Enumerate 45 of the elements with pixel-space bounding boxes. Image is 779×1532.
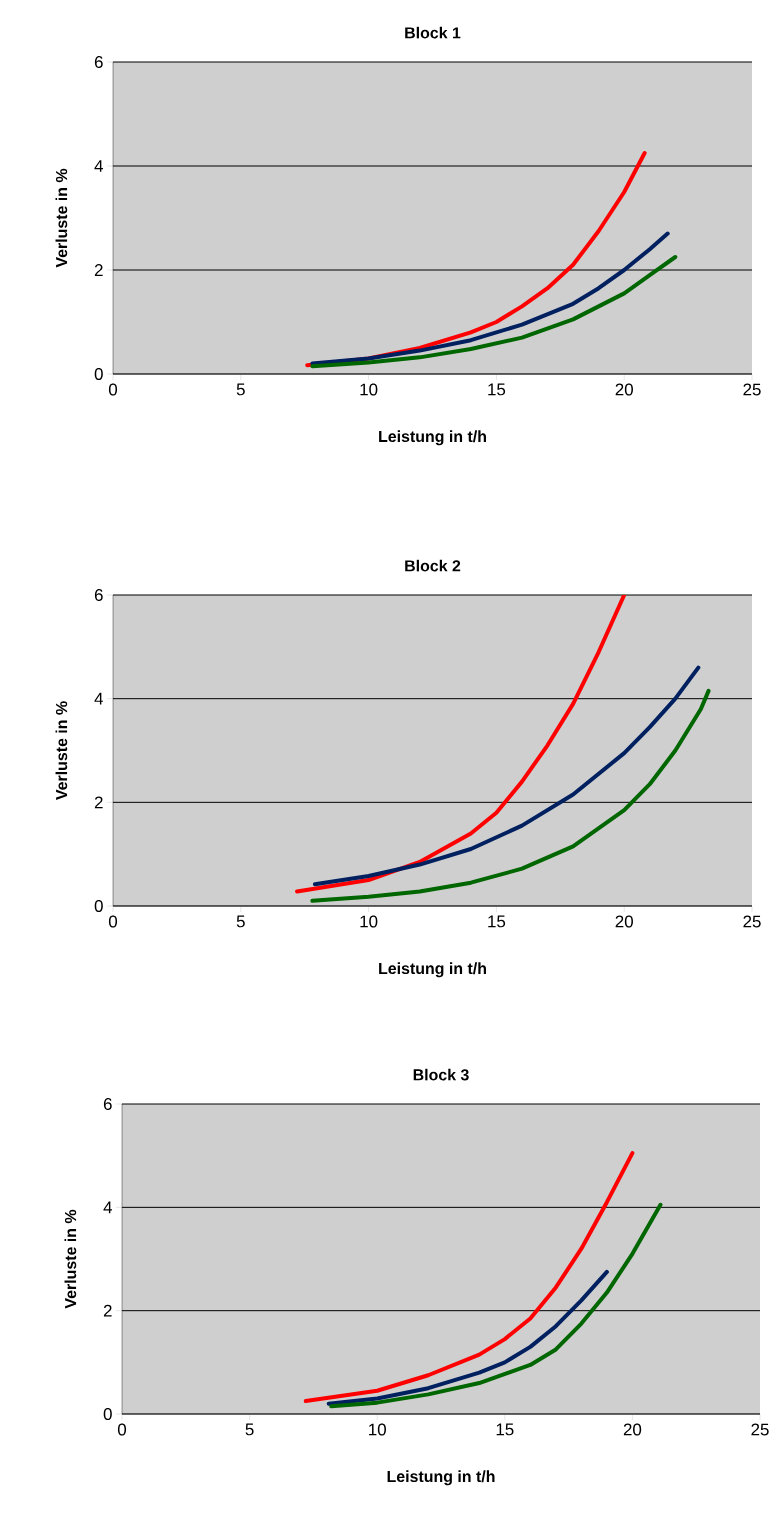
x-tick-label: 20 — [615, 383, 633, 396]
x-tick-label: 10 — [360, 383, 378, 396]
x-tick-label: 20 — [615, 915, 633, 928]
x-tick-label: 10 — [360, 915, 378, 928]
x-tick-label: 25 — [743, 915, 761, 928]
y-tick-label: 4 — [94, 160, 103, 172]
y-axis-title: Verluste in % — [64, 1209, 77, 1309]
y-tick-label: 6 — [103, 1098, 112, 1111]
x-tick-label: 10 — [369, 1423, 386, 1436]
line-series — [303, 1151, 635, 1404]
x-tick-label: 5 — [245, 1423, 254, 1436]
x-tick-label: 0 — [117, 1423, 127, 1436]
y-tick-label: 6 — [94, 56, 103, 68]
x-tick-label: 25 — [751, 1423, 769, 1436]
x-tick-label: 5 — [236, 915, 245, 928]
y-tick-label: 4 — [94, 692, 103, 705]
x-tick-label: 20 — [623, 1423, 642, 1436]
x-tick-label: 25 — [743, 383, 761, 396]
line-series — [310, 255, 678, 369]
line-series — [329, 1202, 663, 1409]
y-tick-label: 2 — [103, 1304, 112, 1317]
x-axis-title: Leistung in t/h — [379, 962, 486, 978]
y-axis-title: Verluste in % — [55, 701, 68, 801]
y-tick-label: 0 — [94, 900, 103, 913]
y-axis-title: Verluste in % — [55, 168, 68, 268]
x-axis-title: Leistung in t/h — [387, 1470, 495, 1486]
y-tick-label: 4 — [103, 1201, 112, 1214]
x-tick-label: 5 — [236, 383, 245, 396]
x-tick-label: 15 — [488, 915, 506, 928]
y-tick-label: 0 — [94, 368, 103, 380]
x-axis-title: Leistung in t/h — [379, 430, 486, 446]
line-series — [310, 231, 670, 366]
chart-title: Block 3 — [413, 1068, 469, 1081]
chart-title: Block 2 — [405, 559, 461, 572]
x-tick-label: 15 — [488, 383, 506, 396]
x-tick-label: 15 — [496, 1423, 514, 1436]
y-tick-label: 0 — [103, 1408, 112, 1421]
line-series — [295, 595, 627, 894]
y-tick-label: 6 — [94, 589, 103, 602]
chart-title: Block 1 — [405, 26, 461, 39]
y-tick-label: 2 — [94, 796, 103, 809]
line-series — [312, 665, 701, 887]
line-series — [310, 688, 711, 903]
y-tick-label: 2 — [94, 264, 103, 276]
line-series — [326, 1269, 609, 1406]
